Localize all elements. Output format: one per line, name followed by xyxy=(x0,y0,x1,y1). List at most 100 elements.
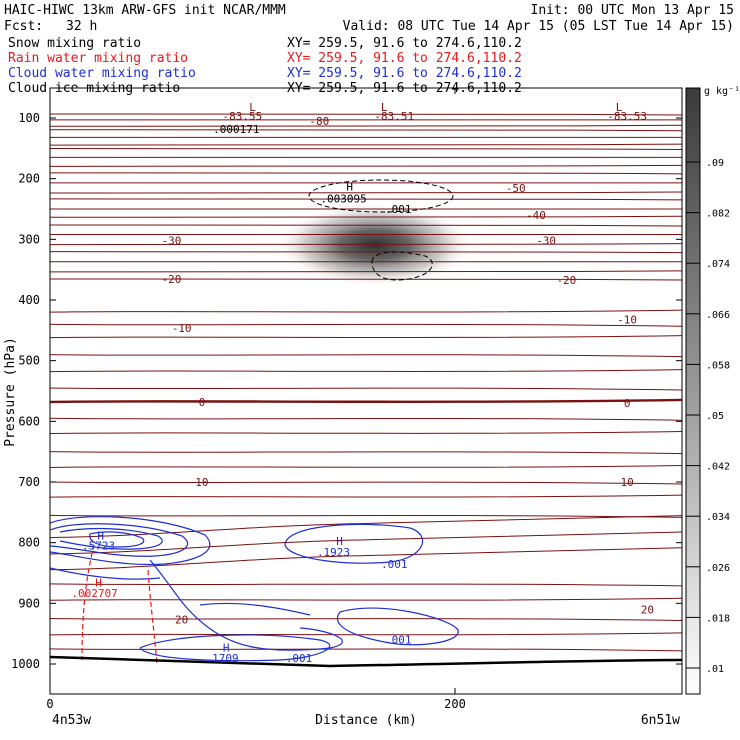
isotherm-line xyxy=(50,464,682,468)
x-axis-title: Distance (km) xyxy=(315,713,417,728)
extremum-label: .1923 xyxy=(317,546,350,559)
colorbar-tick-label: .066 xyxy=(706,310,730,321)
extremum-label: H xyxy=(95,577,102,590)
y-tick-label: 300 xyxy=(18,232,40,246)
legend-xy: XY= 259.5, 91.6 to 274.6,110.2 xyxy=(287,66,522,81)
isotherm-label: 0 xyxy=(624,397,631,410)
colorbar-tick-label: .042 xyxy=(706,462,730,473)
isotherm-label: 10 xyxy=(621,476,634,489)
rain-water-contours xyxy=(81,544,158,665)
isotherm-line xyxy=(50,148,682,151)
isotherm-label: -80 xyxy=(309,115,329,128)
isotherm-label: 0 xyxy=(199,396,206,409)
y-tick-label: 200 xyxy=(18,172,40,186)
isotherm-line xyxy=(50,451,682,455)
isotherm-label: 20 xyxy=(641,603,654,616)
isotherm-label: -10 xyxy=(172,322,192,335)
isotherm-line xyxy=(50,417,682,421)
legend-xy: XY= 259.5, 91.6 to 274.6,110.2 xyxy=(287,51,522,66)
isotherm-label: -50 xyxy=(506,182,526,195)
valid-time: Valid: 08 UTC Tue 14 Apr 15 (05 LST Tue … xyxy=(343,19,734,34)
isotherm-label: -83.53 xyxy=(607,110,647,123)
y-tick-label: 500 xyxy=(18,354,40,368)
isotherm-line xyxy=(50,129,682,132)
legend-label: Cloud water mixing ratio xyxy=(8,66,196,81)
init-time: Init: 00 UTC Mon 13 Apr 15 xyxy=(531,3,735,18)
extremum-label: .001 xyxy=(385,203,412,216)
isotherm-line xyxy=(50,309,682,313)
extremum-label: .001 xyxy=(381,558,408,571)
isotherm-line xyxy=(50,632,682,636)
legend-label: Rain water mixing ratio xyxy=(8,51,188,66)
extremum-label: .000171 xyxy=(213,123,259,136)
colorbar-tick-label: .074 xyxy=(706,259,730,270)
isotherm-line xyxy=(50,618,682,621)
extremum-label: L xyxy=(249,101,256,114)
legend-cloud-water: Cloud water mixing ratio XY= 259.5, 91.6… xyxy=(8,66,522,81)
isotherm-label: -20 xyxy=(556,274,576,287)
extremum-label: H xyxy=(97,529,104,542)
isotherm-label: -30 xyxy=(162,235,182,248)
y-tick-label: 400 xyxy=(18,293,40,307)
isotherm-label: 20 xyxy=(175,614,188,627)
extremum-label: .003095 xyxy=(320,193,366,206)
legend-snow: Snow mixing ratio XY= 259.5, 91.6 to 274… xyxy=(8,36,522,51)
colorbar-tick-label: .01 xyxy=(706,664,724,675)
isotherm-label: -30 xyxy=(536,235,556,248)
isotherm-line xyxy=(50,387,682,391)
right-endpoint-label: 6n51w xyxy=(641,713,680,728)
fcst-value: 32 h xyxy=(66,19,97,34)
y-tick-label: 600 xyxy=(18,414,40,428)
plot-frame xyxy=(49,87,683,695)
y-tick-label: 700 xyxy=(18,475,40,489)
isotherm-line xyxy=(50,648,682,652)
legend-rain: Rain water mixing ratio XY= 259.5, 91.6 … xyxy=(8,51,522,66)
y-tick-label: 800 xyxy=(18,536,40,550)
isotherm-line xyxy=(50,113,682,116)
legend-label: Snow mixing ratio xyxy=(8,36,141,51)
x-axis: 0 20 0 xyxy=(46,88,466,711)
fcst-label: Fcst: xyxy=(4,19,43,34)
colorbar-ticks: .09 .082 .074 .066 .058 .05 .042 .034 .026 .018 .0… xyxy=(686,158,730,675)
colorbar-tick-label: .018 xyxy=(706,613,730,624)
extremum-label: .002707 xyxy=(71,587,117,600)
model-title: HAIC-HIWC 13km ARW-GFS init NCAR/MMM xyxy=(4,3,286,18)
colorbar-tick-label: .05 xyxy=(706,411,724,422)
extremum-label: .5723 xyxy=(82,540,115,553)
isotherm-line xyxy=(50,494,682,498)
colorbar-tick-label: .026 xyxy=(706,563,730,574)
isotherm-line xyxy=(50,398,682,404)
isotherm-line xyxy=(50,547,682,571)
isotherm-label: -83.51 xyxy=(374,110,414,123)
x-tick-label: 0 xyxy=(46,697,53,711)
colorbar-tick-label: .09 xyxy=(706,158,724,169)
cloud-ice-contour xyxy=(308,179,454,213)
extremum-label: H xyxy=(346,181,353,194)
snow-shading xyxy=(275,203,475,287)
y-tick-label: 1000 xyxy=(11,657,40,671)
isotherm-line xyxy=(50,514,682,518)
isotherm-line xyxy=(50,531,682,555)
colorbar-tick-label: .034 xyxy=(706,512,730,523)
isotherm-line xyxy=(50,172,682,175)
isotherm-line xyxy=(50,597,682,601)
isotherm-line xyxy=(50,323,682,327)
isotherm-line xyxy=(50,143,682,146)
isotherm-label: -83.55 xyxy=(223,110,263,123)
extremum-label: H xyxy=(223,642,230,655)
left-endpoint-label: 4n53w xyxy=(52,713,91,728)
isotherm-labels: -80 -83.55 -83.51 -83.53 -50 -40 -30 -30 -20 -20 -… xyxy=(162,110,654,627)
y-tick-label: 100 xyxy=(18,111,40,125)
isotherm-label: -40 xyxy=(526,209,546,222)
isotherm-line xyxy=(50,124,682,127)
colorbar-unit: g kg⁻¹ xyxy=(704,86,740,97)
extremum-label: L xyxy=(381,101,388,114)
isotherm-line xyxy=(50,481,682,485)
cloud-ice-contour xyxy=(371,251,433,281)
isotherm-line xyxy=(50,335,682,339)
legend-xy: XY= 259.5, 91.6 to 274.6,110.2 xyxy=(287,36,522,51)
extremum-label: H xyxy=(336,535,343,548)
